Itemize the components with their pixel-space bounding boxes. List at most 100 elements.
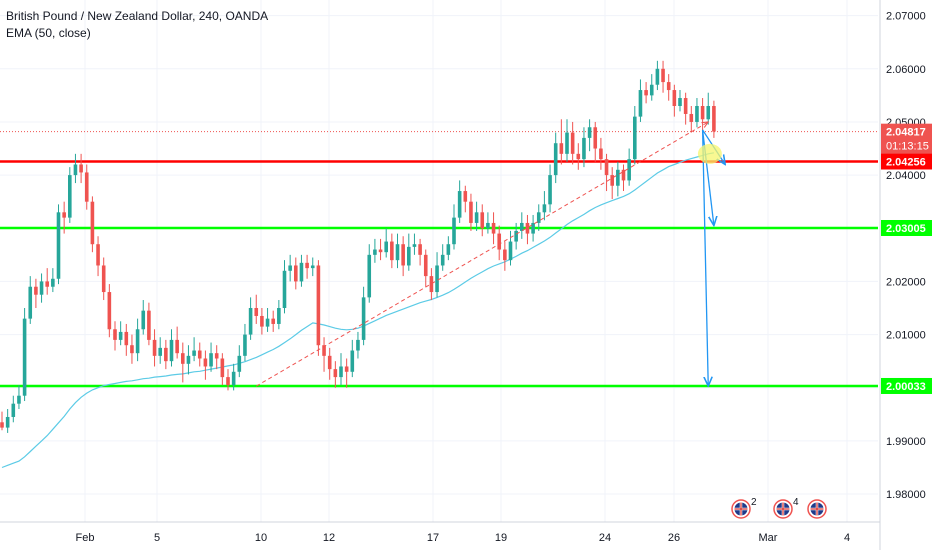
candle-body	[147, 310, 151, 340]
candle-body	[418, 244, 422, 255]
candle	[339, 353, 343, 386]
candle-body	[440, 254, 445, 266]
candle	[84, 164, 89, 210]
candle	[175, 326, 179, 359]
candle-body	[220, 358, 225, 378]
candle-body	[508, 241, 513, 261]
candle	[536, 204, 541, 231]
candle	[141, 300, 146, 335]
candle-body	[56, 212, 61, 279]
candle-body	[118, 331, 123, 340]
candle-body	[288, 265, 292, 271]
candle-body	[90, 201, 95, 245]
candle	[305, 254, 309, 279]
candle-body	[339, 366, 343, 378]
candle	[0, 411, 4, 431]
candle	[152, 329, 157, 367]
candle	[327, 347, 332, 380]
candle	[361, 286, 366, 346]
candle	[429, 268, 434, 301]
chart-legend: British Pound / New Zealand Dollar, 240,…	[6, 8, 268, 42]
candle	[610, 167, 614, 200]
candle	[124, 323, 129, 356]
candle-body	[407, 246, 411, 266]
candle-body	[695, 106, 699, 122]
candle-body	[22, 318, 27, 396]
candle-body	[604, 159, 609, 176]
candle-body	[34, 286, 38, 295]
time-axis[interactable]: Feb 5 10 12 17 19 24 26 Mar 4	[0, 521, 880, 544]
candle	[649, 74, 654, 101]
candle-body	[531, 222, 535, 234]
candle-body	[130, 345, 134, 354]
candle-body	[203, 358, 208, 367]
candle-body	[367, 254, 372, 298]
candle-body	[299, 262, 304, 282]
candle	[457, 180, 462, 223]
candle-body	[491, 222, 496, 234]
candle	[226, 369, 230, 391]
candle	[90, 196, 95, 253]
candle	[587, 119, 592, 152]
candle-body	[689, 113, 694, 122]
candle-body	[373, 249, 377, 255]
annotations	[255, 122, 725, 386]
time-tick-label: 17	[427, 532, 439, 544]
candle	[689, 106, 694, 133]
price-tick-label: 2.07000	[886, 11, 926, 23]
time-tick-label: Feb	[76, 532, 95, 544]
candle	[265, 308, 270, 332]
support-badge	[881, 377, 932, 394]
candle	[531, 214, 535, 242]
candle-body	[45, 281, 49, 287]
candle-body	[333, 369, 338, 378]
candle	[28, 276, 33, 324]
candle-body	[542, 204, 547, 213]
candle-body	[384, 241, 388, 253]
event-flag-icon[interactable]: 2	[731, 497, 757, 519]
support-label: 2.00033	[886, 381, 926, 393]
candle	[542, 191, 547, 221]
candle-body	[5, 416, 10, 428]
candle	[418, 238, 422, 266]
countdown-label: 01:13:15	[886, 141, 929, 153]
candle-body	[570, 132, 575, 154]
candle-body	[446, 244, 451, 255]
candle-body	[209, 353, 213, 367]
candle	[378, 238, 383, 261]
time-tick-label: Mar	[759, 532, 778, 544]
candle-body	[141, 310, 146, 330]
candle	[45, 268, 49, 295]
candle-body	[327, 355, 332, 370]
price-axis[interactable]: 2.070002.060002.050002.040002.030002.020…	[879, 0, 932, 550]
candle-body	[344, 366, 349, 372]
candles	[0, 60, 716, 433]
candle	[559, 119, 564, 165]
candle-body	[616, 169, 620, 186]
candle	[209, 342, 213, 372]
horizontal-levels	[0, 131, 878, 388]
candle	[407, 233, 411, 271]
candle	[367, 244, 372, 303]
candle	[491, 212, 496, 245]
candle	[344, 358, 349, 388]
candle	[5, 409, 10, 433]
candle	[51, 268, 55, 293]
candle	[147, 302, 151, 346]
candle	[113, 321, 117, 351]
candle	[520, 212, 524, 239]
event-flag-icon[interactable]	[807, 499, 827, 519]
indicator-label: EMA (50, close)	[6, 26, 91, 40]
candle-body	[452, 217, 456, 245]
candle	[655, 60, 660, 91]
event-flag-icon[interactable]: 4	[773, 497, 799, 519]
candle-body	[486, 222, 490, 229]
candle-body	[322, 345, 326, 356]
price-tick-label: 2.06000	[886, 64, 926, 76]
candle-body	[17, 395, 21, 404]
candle	[73, 153, 78, 184]
candle-body	[164, 347, 168, 362]
candle	[395, 233, 400, 269]
